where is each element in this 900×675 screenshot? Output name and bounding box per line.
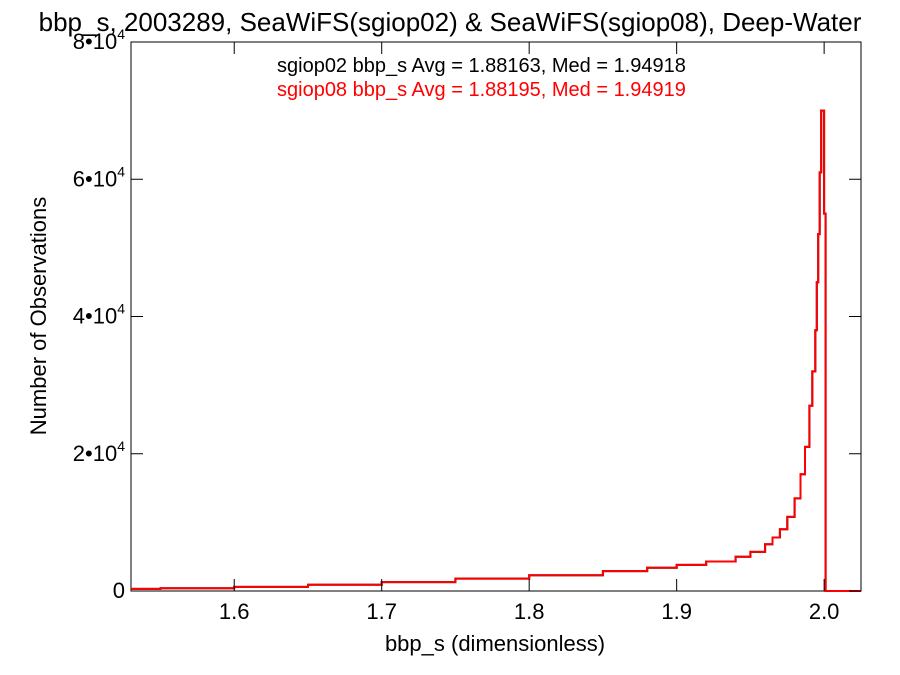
annotation-sgiop02: sgiop02 bbp_s Avg = 1.88163, Med = 1.949… <box>277 55 686 77</box>
x-tick-label: 1.8 <box>514 599 545 624</box>
series-group <box>131 109 861 592</box>
y-tick-label: 8•104 <box>73 26 125 54</box>
y-tick-label: 0 <box>113 578 125 603</box>
x-tick-label: 1.9 <box>661 599 692 624</box>
y-tick-label: 2•104 <box>73 438 125 466</box>
plot-frame <box>130 41 862 592</box>
series-line-sgiop08 <box>131 109 861 592</box>
x-tick-label: 1.6 <box>219 599 250 624</box>
x-axis-ticks: 1.6 1.7 1.8 1.9 2.0 <box>219 42 839 624</box>
series-line-sgiop02 <box>131 109 861 592</box>
plot-frame-group <box>130 41 862 592</box>
y-axis-ticks: 0 2•104 4•104 6•104 8•104 <box>73 26 861 603</box>
y-tick-label: 4•104 <box>73 301 125 329</box>
y-axis-label: Number of Observations <box>26 197 51 435</box>
annotation-sgiop08: sgiop08 bbp_s Avg = 1.88195, Med = 1.949… <box>277 79 686 101</box>
chart-title: bbp_s, 2003289, SeaWiFS(sgiop02) & SeaWi… <box>38 7 862 37</box>
y-tick-label: 6•104 <box>73 163 125 191</box>
x-tick-label: 2.0 <box>809 599 840 624</box>
x-tick-label: 1.7 <box>366 599 397 624</box>
x-axis-label: bbp_s (dimensionless) <box>385 631 605 656</box>
